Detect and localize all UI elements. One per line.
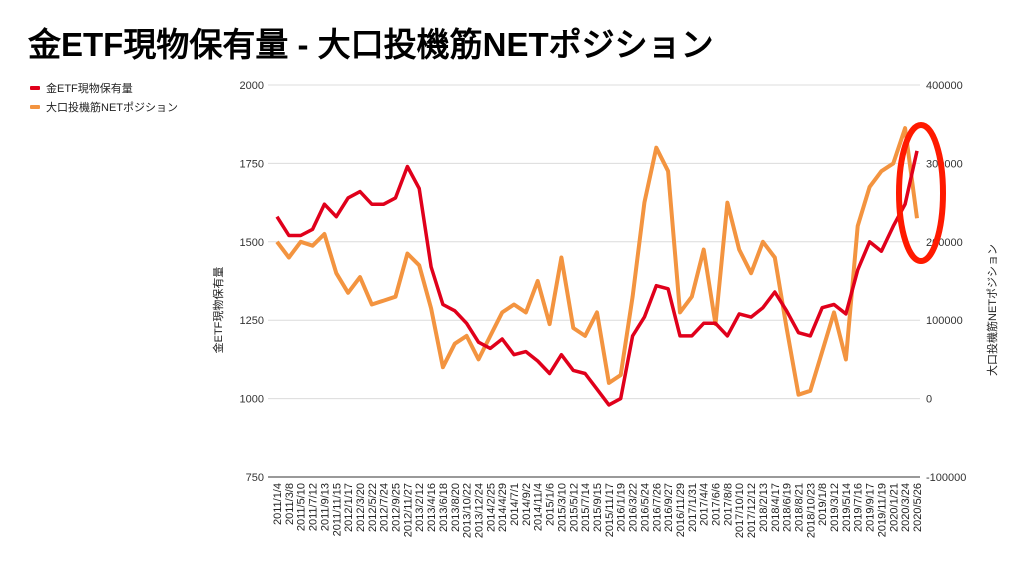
x-tick: 2018/4/17 — [770, 483, 782, 532]
x-tick: 2014/4/29 — [497, 483, 509, 532]
x-tick: 2017/4/4 — [699, 483, 711, 526]
y-tick-right: 300000 — [926, 158, 963, 170]
x-tick: 2012/5/22 — [367, 483, 379, 532]
x-tick: 2020/1/21 — [888, 483, 900, 532]
x-tick: 2014/9/2 — [521, 483, 533, 526]
x-tick: 2013/10/22 — [462, 483, 474, 538]
x-tick: 2019/5/14 — [841, 483, 853, 532]
x-tick: 2017/1/31 — [687, 483, 699, 532]
x-tick: 2016/9/27 — [663, 483, 675, 532]
legend-swatch-orange — [30, 105, 40, 109]
legend-label: 金ETF現物保有量 — [46, 83, 133, 95]
y-tick-right: 400000 — [926, 80, 963, 92]
x-tick: 2013/6/18 — [438, 483, 450, 532]
x-tick: 2016/3/22 — [628, 483, 640, 532]
y-tick-right: 100000 — [926, 315, 963, 327]
y-tick-left: 1500 — [240, 237, 264, 249]
x-tick: 2016/1/19 — [616, 483, 628, 532]
x-tick: 2015/1/6 — [545, 483, 557, 526]
legend-item-net-position: 大口投機筋NETポジション — [30, 99, 178, 115]
x-tick: 2014/7/1 — [509, 483, 521, 526]
x-tick: 2012/11/27 — [402, 483, 414, 537]
legend-label: 大口投機筋NETポジション — [46, 102, 178, 114]
x-tick: 2014/11/4 — [533, 483, 545, 531]
x-tick: 2011/5/10 — [296, 483, 308, 531]
x-tick: 2012/1/17 — [343, 483, 355, 532]
chart-title: 金ETF現物保有量 - 大口投機筋NETポジション — [28, 26, 714, 63]
x-tick: 2012/9/25 — [391, 483, 403, 532]
x-tick: 2013/4/16 — [426, 483, 438, 532]
x-tick: 2018/10/23 — [805, 483, 817, 538]
x-tick: 2018/6/19 — [782, 483, 794, 532]
x-tick: 2011/3/8 — [284, 483, 296, 525]
y-axis-title-left: 金ETF現物保有量 — [211, 267, 225, 354]
x-tick: 2020/5/26 — [912, 483, 924, 532]
x-tick: 2019/9/17 — [865, 483, 877, 532]
x-tick: 2013/2/12 — [414, 483, 426, 532]
y-tick-left: 2000 — [240, 80, 264, 92]
x-tick: 2011/9/13 — [319, 483, 331, 531]
y-tick-left: 1000 — [240, 394, 264, 406]
x-tick: 2019/3/12 — [829, 483, 841, 532]
y-tick-right: 0 — [926, 394, 932, 406]
x-tick: 2013/8/20 — [450, 483, 462, 532]
x-tick: 2012/7/24 — [379, 483, 391, 532]
y-tick-right: -100000 — [926, 472, 966, 484]
x-tick: 2011/11/15 — [331, 483, 343, 536]
x-tick: 2015/11/17 — [604, 483, 616, 537]
legend-item-gold-etf: 金ETF現物保有量 — [30, 80, 133, 96]
x-tick: 2019/7/16 — [853, 483, 865, 532]
x-tick: 2015/9/15 — [592, 483, 604, 532]
x-tick: 2011/7/12 — [308, 483, 320, 531]
x-tick: 2017/12/12 — [746, 483, 758, 538]
x-tick: 2019/1/8 — [817, 483, 829, 526]
x-tick: 2017/6/6 — [711, 483, 723, 526]
x-tick: 2020/3/24 — [900, 483, 912, 532]
x-tick: 2013/12/24 — [473, 483, 485, 538]
x-tick: 2014/2/25 — [485, 483, 497, 532]
x-tick: 2016/11/29 — [675, 483, 687, 537]
x-tick: 2016/5/24 — [639, 483, 651, 532]
x-tick: 2015/7/14 — [580, 483, 592, 532]
x-tick: 2018/8/21 — [793, 483, 805, 532]
x-tick: 2019/11/19 — [876, 483, 888, 537]
series-line-net-position — [275, 126, 919, 397]
x-tick: 2011/1/4 — [272, 483, 284, 525]
x-tick: 2018/2/13 — [758, 483, 770, 532]
legend-swatch-red — [30, 86, 40, 90]
y-tick-left: 1750 — [240, 158, 264, 170]
x-tick: 2017/10/10 — [734, 483, 746, 538]
series-line-gold-etf — [275, 150, 919, 407]
y-tick-left: 750 — [246, 472, 264, 484]
x-tick: 2012/3/20 — [355, 483, 367, 532]
x-tick: 2016/7/26 — [651, 483, 663, 532]
x-tick: 2015/3/10 — [556, 483, 568, 532]
x-tick: 2017/8/8 — [722, 483, 734, 526]
y-tick-left: 1250 — [240, 315, 264, 327]
y-axis-title-right: 大口投機筋NETポジション — [985, 244, 999, 376]
x-tick: 2015/5/12 — [568, 483, 580, 532]
annotation-ellipse — [896, 122, 946, 264]
